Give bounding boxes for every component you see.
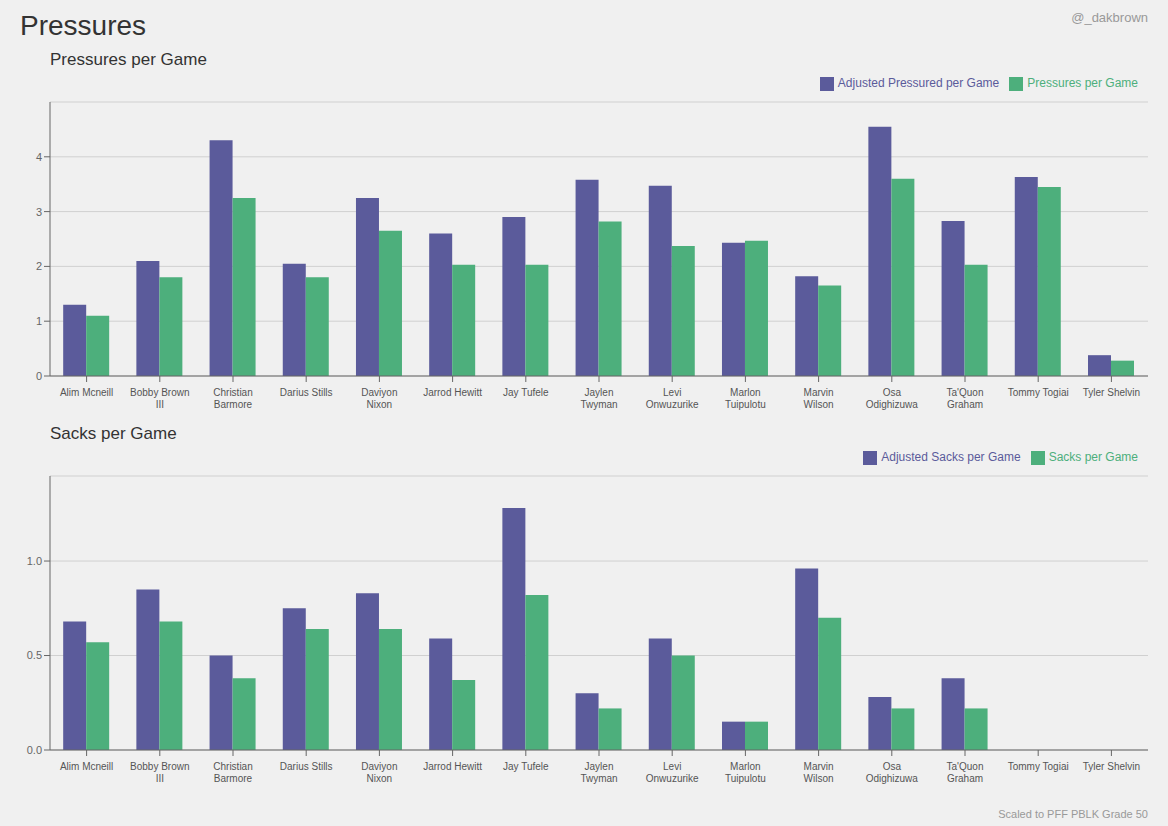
- svg-text:Alim Mcneill: Alim Mcneill: [60, 387, 113, 398]
- html-text:Sacks per Game: Sacks per Game: [50, 424, 177, 443]
- svg-text:1: 1: [36, 315, 42, 327]
- svg-text:0: 0: [36, 370, 42, 382]
- html-text:Adjusted Sacks per Game: Adjusted Sacks per Game: [881, 450, 1021, 464]
- svg-text:1.0: 1.0: [27, 555, 42, 567]
- svg-text:Bobby BrownIII: Bobby BrownIII: [130, 761, 189, 784]
- svg-text:Jarrod Hewitt: Jarrod Hewitt: [423, 761, 482, 772]
- svg-text:Tyler Shelvin: Tyler Shelvin: [1083, 387, 1140, 398]
- svg-text:JaylenTwyman: JaylenTwyman: [580, 387, 617, 410]
- svg-text:Jarrod Hewitt: Jarrod Hewitt: [423, 387, 482, 398]
- svg-text:Darius Stills: Darius Stills: [280, 761, 333, 772]
- svg-text:MarvinWilson: MarvinWilson: [804, 387, 834, 410]
- svg-text:MarlonTuipulotu: MarlonTuipulotu: [725, 761, 766, 784]
- svg-text:Ta'QuonGraham: Ta'QuonGraham: [947, 761, 984, 784]
- svg-text:0.5: 0.5: [27, 649, 42, 661]
- svg-text:ChristianBarmore: ChristianBarmore: [213, 761, 252, 784]
- svg-text:4: 4: [36, 151, 42, 163]
- html-text:Scaled to PFF PBLK Grade 50: Scaled to PFF PBLK Grade 50: [998, 808, 1148, 820]
- svg-text:Darius Stills: Darius Stills: [280, 387, 333, 398]
- svg-text:DaviyonNixon: DaviyonNixon: [361, 387, 397, 410]
- html-text:Sacks per Game: Sacks per Game: [1048, 450, 1138, 464]
- svg-text:Bobby BrownIII: Bobby BrownIII: [130, 387, 189, 410]
- html-text:@_dakbrown: @_dakbrown: [1071, 10, 1148, 25]
- svg-text:Alim Mcneill: Alim Mcneill: [60, 761, 113, 772]
- svg-text:LeviOnwuzurike: LeviOnwuzurike: [646, 387, 699, 410]
- svg-text:MarlonTuipulotu: MarlonTuipulotu: [725, 387, 766, 410]
- svg-text:0.0: 0.0: [27, 744, 42, 756]
- svg-text:3: 3: [36, 206, 42, 218]
- html-text:Pressures per Game: Pressures per Game: [1027, 76, 1138, 90]
- svg-text:Tommy Togiai: Tommy Togiai: [1008, 761, 1069, 772]
- svg-text:Tommy Togiai: Tommy Togiai: [1008, 387, 1069, 398]
- svg-text:JaylenTwyman: JaylenTwyman: [580, 761, 617, 784]
- svg-text:ChristianBarmore: ChristianBarmore: [213, 387, 252, 410]
- svg-text:Tyler Shelvin: Tyler Shelvin: [1083, 761, 1140, 772]
- svg-text:OsaOdighizuwa: OsaOdighizuwa: [866, 387, 919, 410]
- html-text:Adjusted Pressured per Game: Adjusted Pressured per Game: [837, 76, 1000, 90]
- html-text:Pressures per Game: Pressures per Game: [50, 50, 207, 69]
- svg-text:MarvinWilson: MarvinWilson: [804, 761, 834, 784]
- svg-text:Jay Tufele: Jay Tufele: [503, 387, 549, 398]
- svg-text:Jay Tufele: Jay Tufele: [503, 761, 549, 772]
- svg-text:DaviyonNixon: DaviyonNixon: [361, 761, 397, 784]
- svg-text:OsaOdighizuwa: OsaOdighizuwa: [866, 761, 919, 784]
- svg-text:Ta'QuonGraham: Ta'QuonGraham: [947, 387, 984, 410]
- svg-text:LeviOnwuzurike: LeviOnwuzurike: [646, 761, 699, 784]
- svg-text:2: 2: [36, 260, 42, 272]
- html-text:Pressures: Pressures: [20, 10, 146, 41]
